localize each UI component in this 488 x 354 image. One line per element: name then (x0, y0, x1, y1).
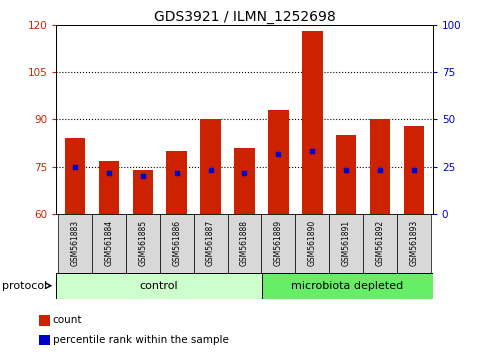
Bar (64, 138, 85, 354)
Point (274, 152, 282, 157)
Text: protocol: protocol (2, 281, 48, 291)
Text: microbiota depleted: microbiota depleted (290, 281, 403, 291)
Text: percentile rank within the sample: percentile rank within the sample (53, 335, 228, 345)
Bar (132, 170, 153, 354)
Bar (396, 214, 430, 273)
Bar (160, 214, 193, 273)
Bar (403, 126, 424, 354)
Bar (166, 151, 186, 354)
Text: GSM561891: GSM561891 (341, 220, 350, 267)
Text: GSM561890: GSM561890 (307, 220, 316, 267)
Text: count: count (53, 315, 82, 325)
Text: GSM561883: GSM561883 (70, 220, 79, 267)
Bar (328, 214, 363, 273)
Point (206, 167, 214, 173)
Bar (295, 214, 328, 273)
Bar (58, 214, 92, 273)
Bar (200, 119, 220, 354)
Text: GSM561893: GSM561893 (409, 220, 418, 267)
Text: GSM561886: GSM561886 (172, 220, 181, 267)
Bar (363, 214, 396, 273)
Text: GSM561885: GSM561885 (138, 220, 147, 267)
Text: GSM561888: GSM561888 (240, 221, 248, 266)
Bar (92, 214, 125, 273)
Point (342, 167, 349, 173)
Bar (56, 273, 261, 299)
Bar (261, 214, 295, 273)
Bar (125, 214, 160, 273)
Bar (227, 214, 261, 273)
Text: GSM561887: GSM561887 (205, 220, 215, 267)
Point (409, 167, 417, 173)
Bar (369, 119, 389, 354)
Bar (268, 110, 288, 354)
Bar (99, 160, 119, 354)
Bar (302, 31, 322, 354)
Text: GSM561892: GSM561892 (375, 220, 384, 267)
Point (308, 148, 316, 154)
Bar (193, 214, 227, 273)
Point (172, 170, 180, 176)
Text: GSM561889: GSM561889 (273, 220, 283, 267)
Bar (234, 148, 254, 354)
Bar (335, 135, 356, 354)
Text: GSM561884: GSM561884 (104, 220, 113, 267)
Point (240, 170, 248, 176)
Text: control: control (140, 281, 178, 291)
Point (105, 170, 113, 176)
Point (71, 164, 79, 170)
Bar (261, 273, 432, 299)
Point (139, 173, 146, 179)
Title: GDS3921 / ILMN_1252698: GDS3921 / ILMN_1252698 (153, 10, 335, 24)
Point (375, 167, 383, 173)
